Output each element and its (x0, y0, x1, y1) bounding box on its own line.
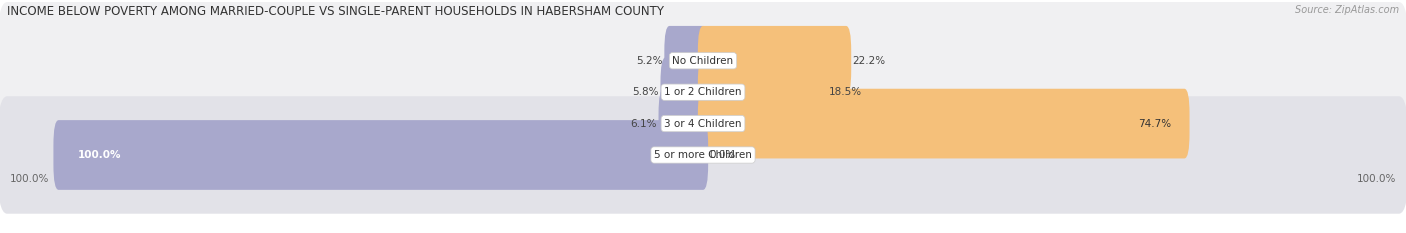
Text: 100.0%: 100.0% (77, 150, 121, 160)
Text: 100.0%: 100.0% (10, 174, 49, 184)
Text: 5.2%: 5.2% (637, 56, 664, 66)
FancyBboxPatch shape (697, 89, 1189, 158)
FancyBboxPatch shape (0, 65, 1406, 182)
Text: 1 or 2 Children: 1 or 2 Children (664, 87, 742, 97)
FancyBboxPatch shape (53, 120, 709, 190)
FancyBboxPatch shape (697, 57, 827, 127)
FancyBboxPatch shape (665, 26, 709, 96)
Text: 3 or 4 Children: 3 or 4 Children (664, 119, 742, 129)
FancyBboxPatch shape (658, 89, 709, 158)
Text: No Children: No Children (672, 56, 734, 66)
FancyBboxPatch shape (0, 2, 1406, 120)
Text: 5 or more Children: 5 or more Children (654, 150, 752, 160)
Text: 74.7%: 74.7% (1139, 119, 1171, 129)
Text: 0.0%: 0.0% (710, 150, 735, 160)
FancyBboxPatch shape (0, 34, 1406, 151)
Text: 18.5%: 18.5% (828, 87, 862, 97)
Text: 100.0%: 100.0% (1357, 174, 1396, 184)
FancyBboxPatch shape (0, 96, 1406, 214)
Text: INCOME BELOW POVERTY AMONG MARRIED-COUPLE VS SINGLE-PARENT HOUSEHOLDS IN HABERSH: INCOME BELOW POVERTY AMONG MARRIED-COUPL… (7, 5, 664, 18)
FancyBboxPatch shape (661, 57, 709, 127)
Text: 6.1%: 6.1% (631, 119, 657, 129)
Text: 5.8%: 5.8% (633, 87, 659, 97)
Text: Source: ZipAtlas.com: Source: ZipAtlas.com (1295, 5, 1399, 15)
FancyBboxPatch shape (697, 26, 851, 96)
Text: 22.2%: 22.2% (852, 56, 886, 66)
